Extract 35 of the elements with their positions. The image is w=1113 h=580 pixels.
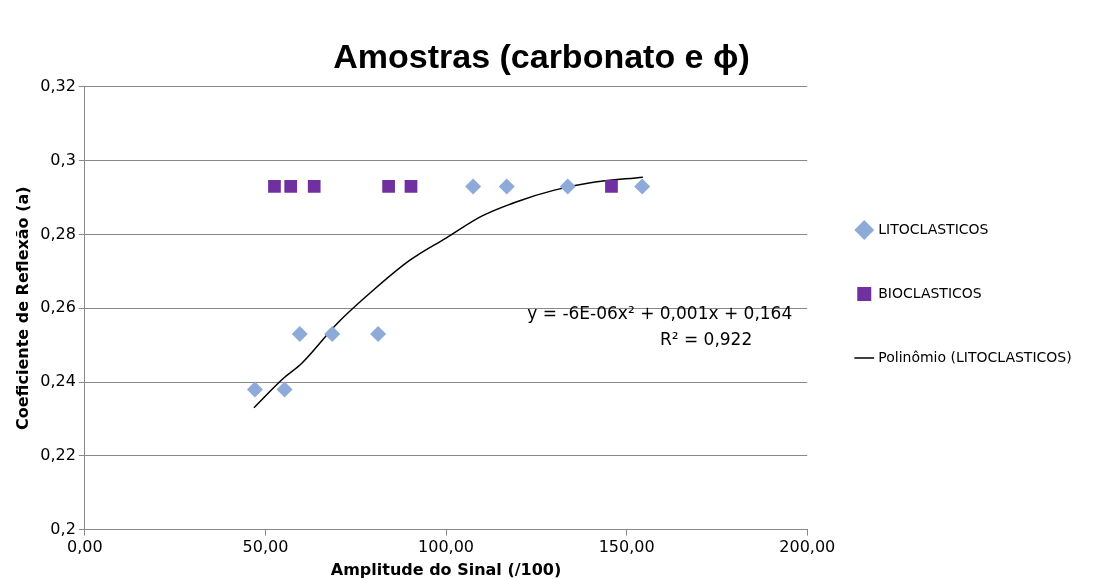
point	[268, 180, 281, 193]
chart-title: Amostras (carbonato e ϕ)	[333, 36, 750, 75]
y-tick-label: 0,22	[40, 444, 76, 464]
x-tick-label: 100,00	[418, 537, 475, 557]
point	[605, 180, 618, 193]
point	[559, 178, 576, 195]
point	[307, 180, 321, 193]
point	[465, 178, 482, 195]
x-tick-label: 150,00	[598, 537, 655, 557]
point	[324, 326, 341, 343]
y-tick-label: 0,24	[40, 371, 76, 391]
annotation: y = -6E-06x² + 0,001x + 0,164	[527, 302, 793, 323]
x-tick-label: 200,00	[779, 537, 836, 557]
point	[276, 381, 293, 398]
legend-label: BIOCLASTICOS	[878, 284, 982, 301]
point	[284, 180, 298, 193]
y-axis-title: Coeficiente de Reflexão (a)	[12, 186, 32, 430]
point	[634, 178, 651, 195]
point	[404, 180, 418, 193]
legend-label: LITOCLASTICOS	[878, 220, 989, 237]
y-tick-label: 0,3	[50, 149, 76, 169]
point	[382, 180, 395, 193]
y-tick-label: 0,26	[40, 297, 76, 317]
x-tick-label: 0,00	[67, 537, 103, 557]
x-tick-label: 50,00	[242, 537, 289, 557]
legend-label: Polinômio (LITOCLASTICOS)	[878, 348, 1072, 365]
point	[246, 381, 263, 398]
point	[498, 178, 515, 195]
point	[370, 326, 387, 343]
annotation: R² = 0,922	[659, 328, 753, 349]
y-tick-label: 0,28	[40, 223, 76, 243]
y-tick-label: 0,32	[40, 75, 76, 95]
y-tick-label: 0,2	[50, 518, 76, 538]
point	[291, 326, 308, 343]
x-axis-title: Amplitude do Sinal (/100)	[330, 559, 562, 579]
